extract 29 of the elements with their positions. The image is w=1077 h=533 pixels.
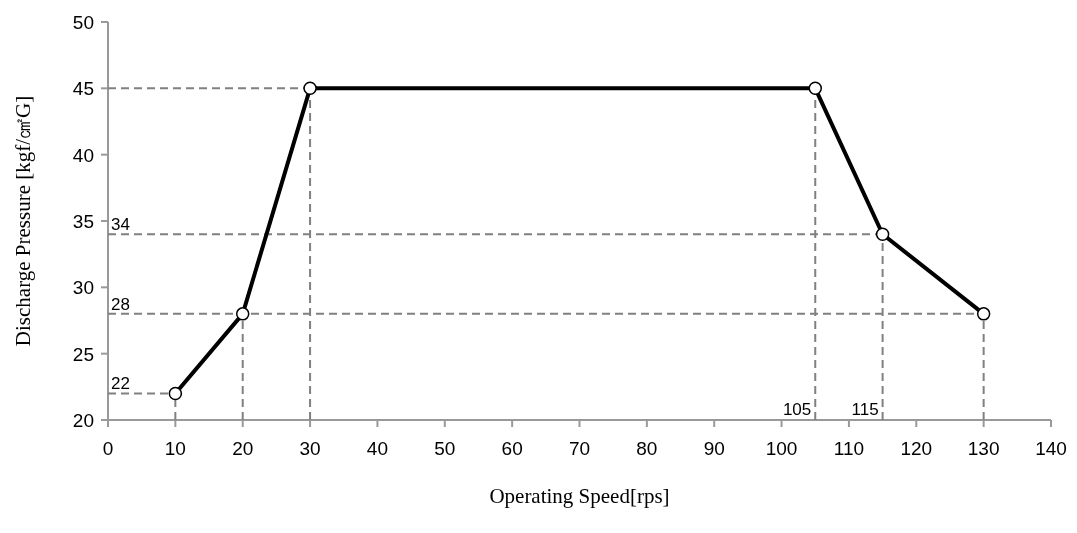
x-tick-label: 70	[568, 438, 591, 459]
y-tick-label: 50	[72, 12, 94, 33]
y-axis-title: Discharge Pressure [kgf/㎠G]	[11, 95, 35, 347]
x-tick-label: 110	[833, 438, 865, 459]
x-tick-label: 0	[102, 438, 114, 459]
x-tick-label: 30	[299, 438, 321, 459]
annotation: 22	[111, 374, 130, 394]
x-tick-label: 130	[967, 438, 1000, 459]
x-tick-label: 90	[703, 438, 725, 459]
y-tick-label: 25	[72, 343, 94, 365]
y-tick-label: 20	[72, 410, 94, 431]
x-tick-label: 60	[501, 438, 523, 459]
x-tick-label: 50	[434, 438, 456, 459]
y-tick-label: 40	[72, 144, 94, 166]
annotation: 34	[111, 215, 130, 235]
y-tick-label: 45	[72, 78, 94, 100]
y-tick-label: 35	[72, 211, 94, 232]
x-tick-label: 40	[366, 438, 388, 459]
x-tick-label: 20	[232, 438, 254, 459]
annotation: 115	[851, 400, 879, 419]
x-tick-label: 80	[636, 438, 658, 459]
annotation: 28	[111, 294, 130, 314]
x-tick-label: 120	[900, 438, 933, 459]
x-tick-label: 10	[164, 438, 186, 459]
x-axis-title: Operating Speed[rps]	[489, 484, 670, 508]
x-tick-label: 100	[765, 438, 798, 459]
annotation: 105	[782, 400, 812, 419]
y-tick-label: 30	[72, 277, 94, 299]
x-tick-label: 140	[1035, 438, 1067, 459]
